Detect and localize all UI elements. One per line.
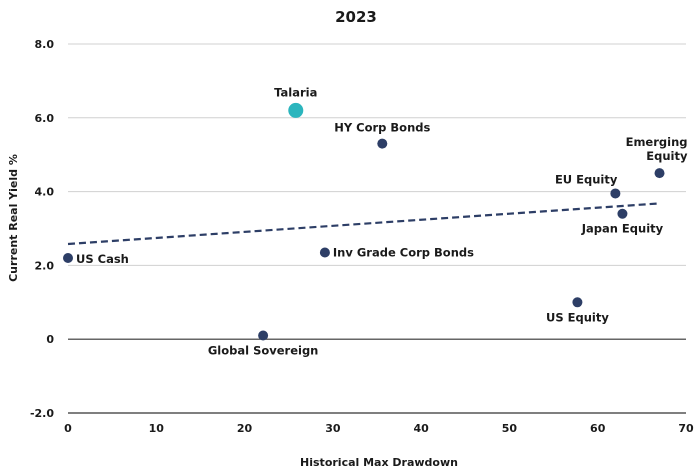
data-points: [63, 103, 665, 341]
x-tick-label: 10: [149, 422, 165, 435]
point-label: Talaria: [274, 85, 317, 99]
point-us-equity: [572, 297, 582, 307]
y-tick-label: 0: [46, 333, 54, 346]
chart-title: 2023: [335, 8, 377, 26]
point-global-sovereign: [258, 331, 268, 341]
point-inv-grade-corp-bonds: [320, 247, 330, 257]
trendline: [68, 203, 660, 244]
x-axis-label: Historical Max Drawdown: [300, 456, 458, 469]
y-tick-label: -2.0: [30, 407, 54, 420]
point-emerging-equity: [655, 168, 665, 178]
point-label: US Cash: [76, 252, 129, 266]
point-talaria: [288, 103, 303, 118]
point-label: Emerging Equity: [626, 135, 688, 163]
point-label: Global Sovereign: [208, 344, 319, 358]
x-tick-label: 40: [413, 422, 429, 435]
point-eu-equity: [610, 188, 620, 198]
y-tick-label: 6.0: [35, 112, 55, 125]
x-axis-ticks: 0 10 20 30 40 50 60 70: [64, 422, 694, 435]
point-label: EU Equity: [555, 172, 618, 186]
point-label: Japan Equity: [581, 222, 664, 236]
y-axis-ticks: -2.0 0 2.0 4.0 6.0 8.0: [30, 38, 54, 420]
x-tick-label: 70: [678, 422, 694, 435]
point-label: HY Corp Bonds: [334, 121, 430, 135]
x-tick-label: 30: [325, 422, 341, 435]
x-tick-label: 20: [237, 422, 253, 435]
point-hy-corp-bonds: [377, 139, 387, 149]
trendline-group: [68, 203, 660, 244]
x-tick-label: 0: [64, 422, 72, 435]
y-tick-label: 4.0: [35, 186, 55, 199]
y-tick-label: 8.0: [35, 38, 55, 51]
point-label: Inv Grade Corp Bonds: [333, 245, 474, 259]
point-japan-equity: [617, 209, 627, 219]
x-tick-label: 50: [502, 422, 518, 435]
point-us-cash: [63, 253, 73, 263]
y-axis-label: Current Real Yield %: [7, 154, 20, 282]
x-tick-label: 60: [590, 422, 606, 435]
point-label: US Equity: [546, 310, 609, 324]
y-tick-label: 2.0: [35, 259, 55, 272]
